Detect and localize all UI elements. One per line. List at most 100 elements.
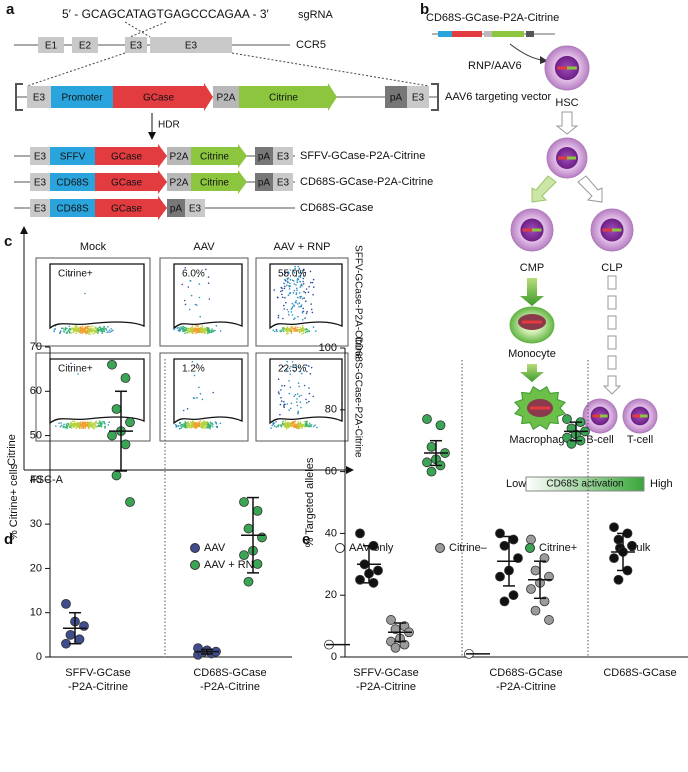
data-point xyxy=(508,590,519,601)
event-dot xyxy=(279,403,282,406)
event-dot xyxy=(211,329,213,332)
element-label: Citrine xyxy=(269,93,298,104)
event-dot xyxy=(92,333,94,335)
event-dot xyxy=(92,328,94,331)
event-dot xyxy=(180,326,182,328)
event-dot xyxy=(64,329,67,331)
event-dot xyxy=(273,289,276,291)
data-point xyxy=(495,528,505,539)
event-dot xyxy=(95,422,97,425)
event-dot xyxy=(88,329,91,332)
event-dot xyxy=(309,425,312,428)
event-dot xyxy=(298,267,301,270)
data-point xyxy=(530,605,541,616)
event-dot xyxy=(281,384,283,387)
event-dot xyxy=(285,370,288,372)
event-dot xyxy=(271,424,274,427)
event-dot xyxy=(181,425,183,428)
x-tick-label: CD68S-GCase xyxy=(193,667,266,679)
event-dot xyxy=(85,330,88,333)
event-dot xyxy=(281,289,284,292)
event-dot xyxy=(303,328,306,331)
data-point xyxy=(193,643,203,654)
gate-label: Citrine+ xyxy=(58,364,93,375)
event-dot xyxy=(182,409,185,412)
event-dot xyxy=(63,328,65,331)
data-point xyxy=(499,596,510,607)
event-dot xyxy=(287,294,290,297)
data-point xyxy=(79,621,89,631)
event-dot xyxy=(289,327,292,329)
event-dot xyxy=(191,424,194,427)
event-dot xyxy=(93,332,96,334)
element-box xyxy=(167,147,191,165)
event-dot xyxy=(303,275,305,277)
step-label: HDR xyxy=(158,120,180,131)
event-dot xyxy=(291,314,294,316)
event-dot xyxy=(306,402,308,404)
event-dot xyxy=(299,274,302,277)
event-dot xyxy=(209,330,211,332)
event-dot xyxy=(295,275,298,277)
green-arrow xyxy=(520,364,544,382)
event-dot xyxy=(301,310,304,313)
event-dot xyxy=(295,425,297,428)
event-dot xyxy=(199,393,202,395)
event-dot xyxy=(301,327,304,329)
event-dot xyxy=(107,331,109,333)
legend-label: Citrine+ xyxy=(539,542,577,554)
element-box xyxy=(72,37,98,53)
event-dot xyxy=(178,326,180,329)
construct-name: CD68S-GCase xyxy=(300,202,373,214)
event-dot xyxy=(298,370,301,373)
event-dot xyxy=(298,385,301,388)
vector-name: AAV6 targeting vector xyxy=(445,91,552,103)
y-tick-label: 100 xyxy=(319,342,337,354)
event-dot xyxy=(86,326,89,328)
event-dot xyxy=(66,331,68,333)
event-dot xyxy=(204,424,206,426)
event-dot xyxy=(103,325,105,328)
event-dot xyxy=(284,422,287,424)
event-dot xyxy=(198,296,201,299)
event-dot xyxy=(86,332,88,334)
event-dot xyxy=(282,423,285,426)
x-tick-label: -P2A-Citrine xyxy=(496,681,556,693)
event-dot xyxy=(200,328,203,331)
legend-marker xyxy=(190,560,200,570)
event-dot xyxy=(73,331,75,333)
event-dot xyxy=(305,364,308,367)
event-dot xyxy=(296,289,298,292)
event-dot xyxy=(84,327,87,330)
event-dot xyxy=(198,386,200,389)
y-tick-label: 80 xyxy=(325,404,337,416)
event-dot xyxy=(89,333,91,336)
event-dot xyxy=(272,422,274,424)
event-dot xyxy=(293,271,296,274)
event-dot xyxy=(287,311,290,313)
event-dot xyxy=(284,272,287,275)
data-point xyxy=(355,528,365,539)
event-dot xyxy=(272,329,275,332)
event-dot xyxy=(77,373,79,375)
element-label: E3 xyxy=(130,41,143,52)
event-dot xyxy=(77,330,80,333)
cell-label: HSC xyxy=(555,97,578,109)
event-dot xyxy=(273,425,276,427)
event-dot xyxy=(275,421,277,423)
data-point xyxy=(257,532,267,543)
event-dot xyxy=(82,422,85,424)
event-dot xyxy=(308,365,310,367)
event-dot xyxy=(294,424,297,426)
event-dot xyxy=(290,332,293,334)
event-dot xyxy=(202,421,205,424)
element-box xyxy=(150,37,232,53)
event-dot xyxy=(87,328,89,330)
event-dot xyxy=(179,421,182,424)
event-dot xyxy=(288,288,291,290)
arrowhead xyxy=(20,226,28,234)
event-dot xyxy=(288,392,291,395)
event-dot xyxy=(304,317,306,319)
event-dot xyxy=(299,295,301,298)
event-dot xyxy=(195,304,198,306)
